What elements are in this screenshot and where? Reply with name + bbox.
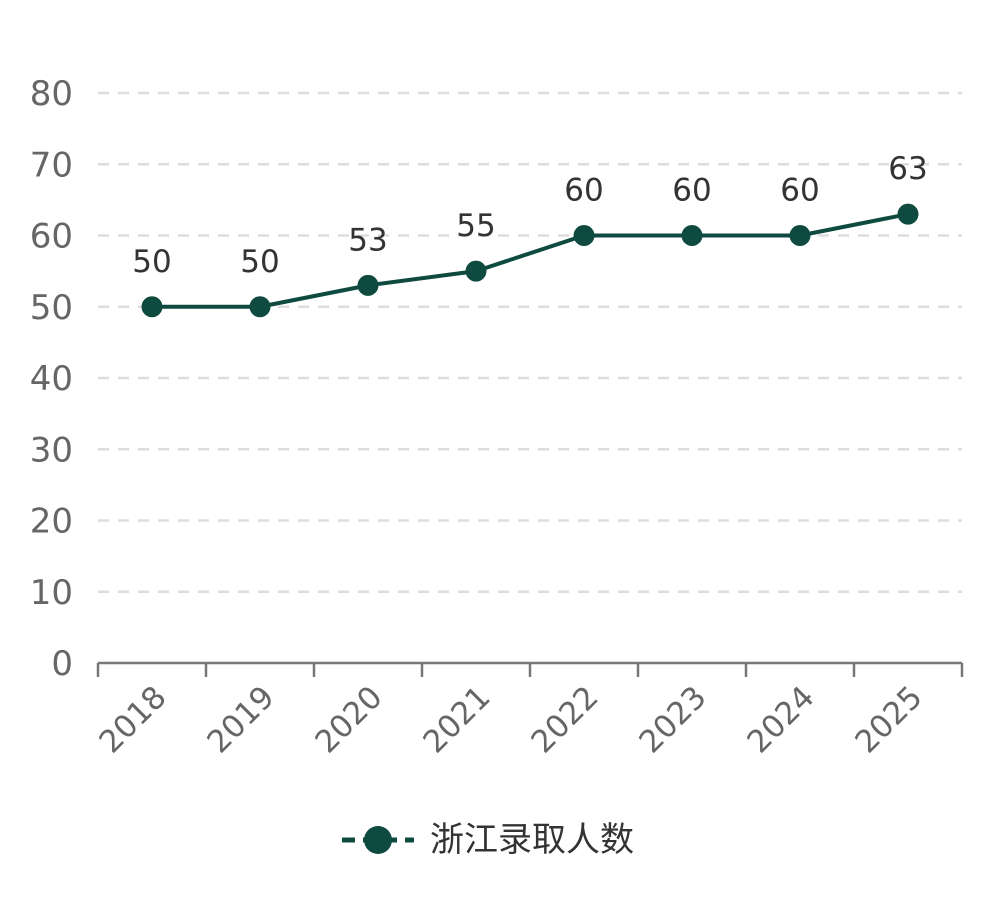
data-point xyxy=(681,225,703,246)
y-tick-label: 50 xyxy=(30,288,73,328)
data-point xyxy=(465,260,487,282)
y-tick-label: 0 xyxy=(51,644,73,684)
data-point xyxy=(357,274,379,296)
data-label: 60 xyxy=(564,173,603,209)
data-label: 60 xyxy=(672,173,711,209)
data-point xyxy=(897,203,919,225)
x-tick-label: 2022 xyxy=(524,679,605,760)
y-tick-label: 20 xyxy=(30,502,73,542)
legend[interactable]: 浙江录取人数 xyxy=(340,815,634,865)
x-tick-label: 2023 xyxy=(632,679,713,760)
x-axis-tick-labels: 2018 2019 2020 2021 2022 2023 2024 2025 xyxy=(92,679,929,760)
data-label: 55 xyxy=(456,208,495,244)
series-line xyxy=(152,212,909,309)
data-point xyxy=(789,225,811,246)
data-label: 60 xyxy=(780,173,819,209)
y-tick-label: 30 xyxy=(30,430,73,470)
data-label: 50 xyxy=(240,244,279,280)
data-label: 63 xyxy=(888,151,927,187)
y-tick-label: 10 xyxy=(30,573,73,613)
series-points xyxy=(141,203,919,318)
data-labels: 50 50 53 55 60 60 60 63 xyxy=(132,151,927,280)
legend-marker-icon xyxy=(342,826,414,854)
x-tick-label: 2024 xyxy=(740,679,821,760)
data-point xyxy=(249,296,271,318)
x-tick-label: 2019 xyxy=(200,679,281,760)
y-tick-label: 70 xyxy=(30,145,73,185)
x-tick-label: 2018 xyxy=(92,679,173,760)
y-axis-tick-labels: 0 10 20 30 40 50 60 70 80 xyxy=(30,74,73,684)
x-tick-label: 2021 xyxy=(416,679,497,760)
axes xyxy=(96,661,964,677)
y-tick-label: 80 xyxy=(30,74,73,114)
legend-label: 浙江录取人数 xyxy=(430,820,634,860)
data-point xyxy=(141,296,163,318)
series-line-path xyxy=(152,212,909,309)
data-label: 53 xyxy=(348,222,387,258)
x-tick-label: 2020 xyxy=(308,679,389,760)
y-tick-label: 40 xyxy=(30,359,73,399)
x-tick-label: 2025 xyxy=(848,679,929,760)
grid-lines xyxy=(98,91,962,593)
y-tick-label: 60 xyxy=(30,217,73,257)
data-label: 50 xyxy=(132,244,171,280)
data-point xyxy=(573,225,595,246)
